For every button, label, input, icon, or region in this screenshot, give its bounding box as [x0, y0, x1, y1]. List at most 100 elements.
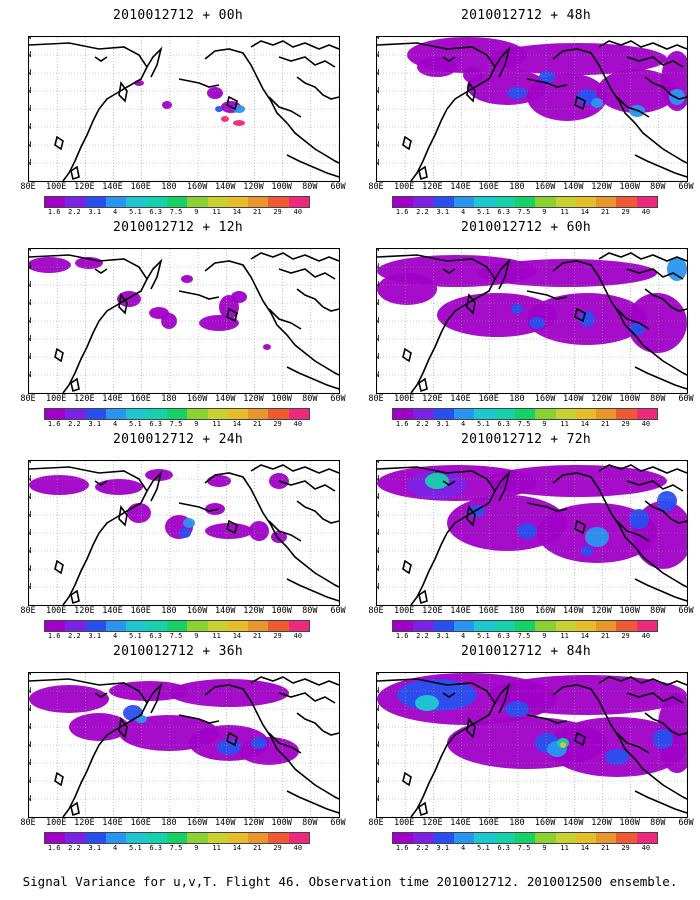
- coastline: [377, 466, 496, 605]
- longitude-label: 180: [161, 818, 177, 828]
- longitude-label: 100E: [393, 182, 415, 192]
- colorbar-swatch: [248, 197, 269, 207]
- colorbar-tick: 11: [560, 632, 569, 640]
- latitude-label: 60N: [377, 493, 379, 501]
- colorbar-swatch: [227, 833, 249, 843]
- colorbar-swatch: [105, 409, 127, 419]
- colorbar-tick: 9: [194, 208, 199, 216]
- colorbar-tick: 7.5: [517, 208, 531, 216]
- colorbar-tick: 5.1: [129, 844, 142, 852]
- map-frame: 80N70N60N50N40N30N20N10NEQ: [376, 36, 688, 182]
- variance-contour: [669, 89, 685, 105]
- map-plot: [377, 249, 687, 393]
- longitude-label: 80W: [650, 394, 666, 404]
- colorbar-swatch: [207, 197, 228, 207]
- variance-contour: [487, 675, 687, 715]
- colorbar-tick: 6.3: [497, 632, 511, 640]
- longitude-label: 120E: [422, 606, 443, 616]
- map-frame: 80N70N60N50N40N30N20N10NEQ: [376, 248, 688, 394]
- coastline: [626, 692, 684, 704]
- colorbar-swatch: [474, 833, 495, 843]
- longitude-label: 100W: [619, 606, 640, 616]
- colorbar-swatch: [248, 621, 269, 631]
- colorbar-swatch: [227, 621, 249, 631]
- longitude-label: 160W: [186, 394, 208, 404]
- colorbar-swatch: [187, 833, 208, 843]
- colorbar-swatch: [207, 409, 228, 419]
- latitude-label: 40N: [29, 105, 31, 113]
- colorbar-swatch: [433, 197, 454, 207]
- latitude-label: 10N: [377, 159, 379, 167]
- variance-contour: [415, 695, 439, 711]
- latitude-label: 10N: [29, 795, 31, 803]
- longitude-label: 60W: [330, 606, 346, 616]
- longitude-label: 140E: [102, 818, 123, 828]
- longitude-label: 180: [161, 394, 177, 404]
- colorbar-tick: 3.1: [88, 844, 102, 852]
- colorbar-swatch: [65, 409, 86, 419]
- colorbar-swatch: [393, 197, 414, 207]
- latitude-label: 30N: [29, 123, 31, 131]
- map-plot: [377, 673, 687, 817]
- latitude-label: 10N: [377, 583, 379, 591]
- colorbar-swatch: [105, 621, 127, 631]
- longitude-label: 80W: [302, 182, 318, 192]
- colorbar-tick: 3.1: [436, 632, 450, 640]
- colorbar-tick: 11: [212, 208, 221, 216]
- longitude-label: 100W: [619, 394, 640, 404]
- forecast-panel: 2010012712 + 00h 80N 70N 60N 50N 40N 30N 20N 10N…: [8, 0, 348, 216]
- variance-contour: [239, 737, 299, 765]
- variance-contour: [529, 317, 545, 329]
- colorbar-swatch: [514, 621, 536, 631]
- coastline: [616, 520, 650, 542]
- variance-contour: [463, 67, 483, 83]
- coastline: [418, 589, 428, 605]
- longitude-label: 80W: [302, 606, 318, 616]
- coastline: [296, 712, 339, 736]
- coastline: [29, 678, 148, 817]
- colorbar-swatch: [146, 409, 167, 419]
- coastline: [178, 502, 220, 512]
- latitude-label: 60N: [29, 69, 31, 77]
- colorbar: [44, 196, 310, 208]
- variance-contour: [605, 749, 629, 765]
- coastline: [278, 268, 336, 280]
- coastline: [418, 801, 428, 817]
- coastline: [634, 578, 687, 602]
- colorbar-swatch: [636, 197, 658, 207]
- map-frame: 80N70N60N50N40N30N20N10NEQ: [28, 460, 340, 606]
- variance-contour: [505, 701, 529, 717]
- colorbar-tick: 1.6: [47, 632, 61, 640]
- longitude-label: 80E: [368, 182, 384, 192]
- colorbar-tick: 1.6: [47, 844, 61, 852]
- coastline: [552, 48, 687, 164]
- colorbar-swatch: [187, 197, 208, 207]
- longitude-label: 80E: [368, 818, 384, 828]
- longitude-label: 120E: [422, 818, 443, 828]
- colorbar-tick: 29: [621, 844, 630, 852]
- latitude-label: 80N: [29, 249, 31, 253]
- colorbar-swatch: [166, 409, 188, 419]
- latitude-label: 20N: [29, 777, 31, 785]
- longitude-label: 160W: [534, 606, 556, 616]
- coastline: [54, 135, 64, 151]
- coastline: [574, 731, 586, 747]
- latitude-label: 50N: [377, 511, 379, 519]
- forecast-panel: 2010012712 + 84h 80N 70N 60N 50N 40N 30N 20N 10N…: [356, 636, 696, 852]
- colorbar-swatch: [433, 833, 454, 843]
- variance-contour: [135, 715, 147, 723]
- longitude-label: 100W: [619, 818, 640, 828]
- coastline: [466, 717, 476, 739]
- coastline: [54, 771, 64, 787]
- latitude-label: 20N: [377, 777, 379, 785]
- forecast-panel: 2010012712 + 72h 80N 70N 60N 50N 40N 30N 20N 10N…: [356, 424, 696, 640]
- coastline: [226, 307, 238, 323]
- colorbar-tick: 14: [580, 844, 590, 852]
- coastline: [146, 258, 163, 290]
- latitude-label: 80N: [29, 673, 31, 677]
- colorbar-tick: 40: [293, 420, 303, 428]
- coastline: [494, 470, 511, 502]
- colorbar-swatch: [146, 197, 167, 207]
- coastline: [226, 95, 238, 111]
- longitude-label: 160W: [534, 394, 556, 404]
